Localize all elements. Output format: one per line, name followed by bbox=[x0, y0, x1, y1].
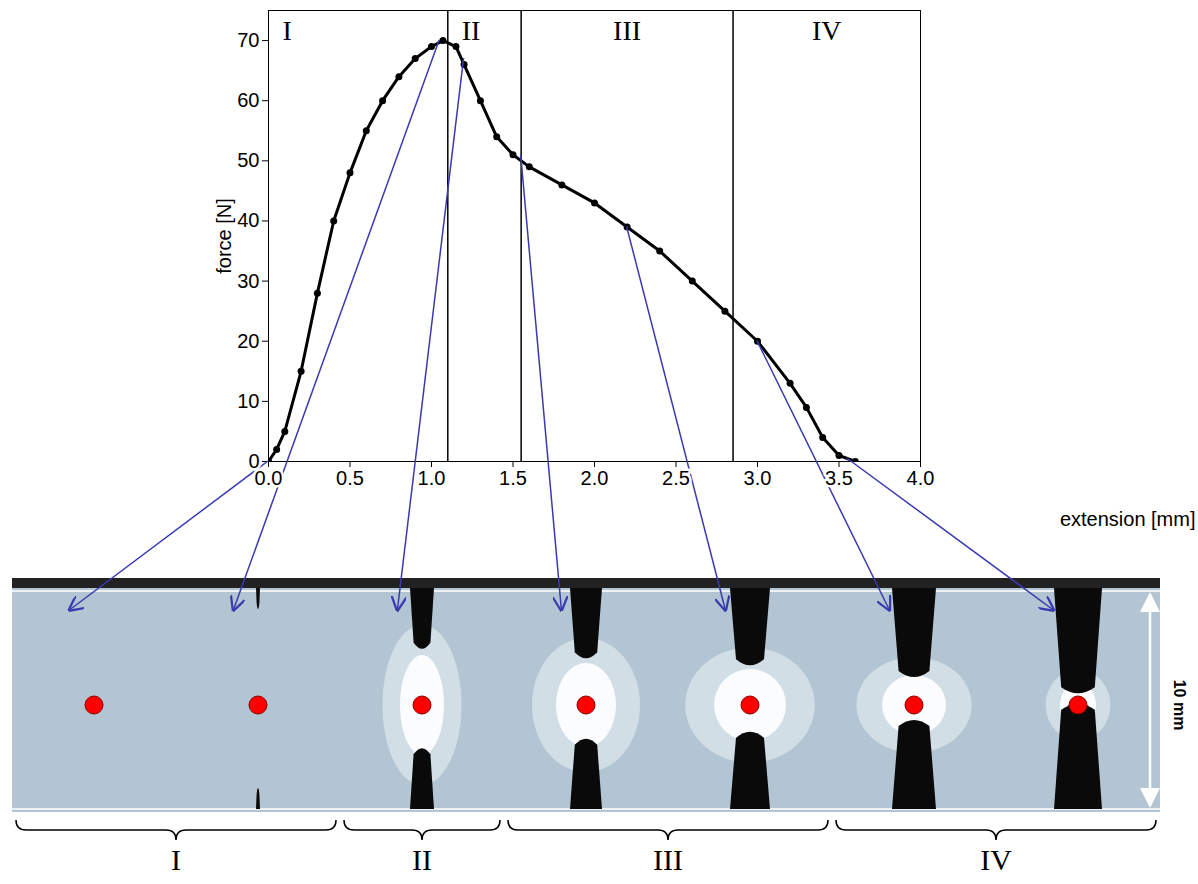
svg-text:1.0: 1.0 bbox=[418, 467, 446, 489]
svg-text:60: 60 bbox=[237, 89, 259, 111]
svg-text:30: 30 bbox=[237, 270, 259, 292]
svg-text:20: 20 bbox=[237, 330, 259, 352]
svg-text:force [N]: force [N] bbox=[213, 198, 235, 274]
svg-text:40: 40 bbox=[237, 209, 259, 231]
svg-text:IV: IV bbox=[812, 15, 842, 46]
svg-text:0.5: 0.5 bbox=[336, 467, 364, 489]
svg-text:10: 10 bbox=[237, 390, 259, 412]
svg-text:3.5: 3.5 bbox=[825, 467, 853, 489]
svg-text:4.0: 4.0 bbox=[907, 467, 935, 489]
svg-text:2.0: 2.0 bbox=[581, 467, 609, 489]
svg-text:I: I bbox=[283, 15, 292, 46]
svg-text:10 mm: 10 mm bbox=[1171, 680, 1188, 731]
svg-text:II: II bbox=[462, 15, 481, 46]
svg-text:50: 50 bbox=[237, 149, 259, 171]
svg-text:IV: IV bbox=[980, 843, 1012, 876]
svg-text:III: III bbox=[653, 843, 683, 876]
svg-text:1.5: 1.5 bbox=[499, 467, 527, 489]
svg-text:III: III bbox=[613, 15, 641, 46]
svg-text:0.0: 0.0 bbox=[255, 467, 283, 489]
svg-text:2.5: 2.5 bbox=[662, 467, 690, 489]
svg-text:extension [mm]: extension [mm] bbox=[1060, 508, 1196, 530]
svg-text:0: 0 bbox=[248, 449, 260, 472]
svg-text:70: 70 bbox=[237, 29, 259, 51]
svg-text:3.0: 3.0 bbox=[744, 467, 772, 489]
svg-text:II: II bbox=[412, 843, 432, 876]
svg-text:I: I bbox=[171, 843, 181, 876]
